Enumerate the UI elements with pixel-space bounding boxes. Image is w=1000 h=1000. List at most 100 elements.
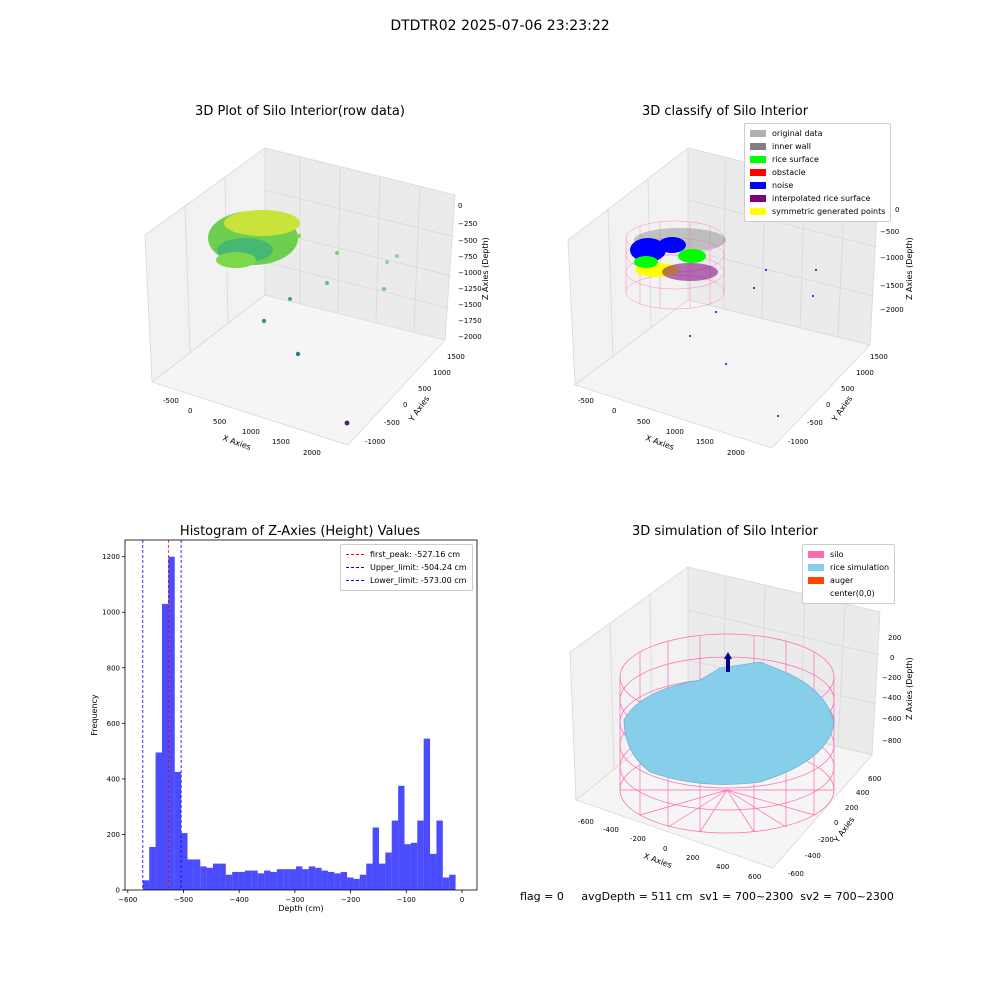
raw-x-tick: 1000 (242, 428, 260, 436)
simulation-y-ticks: -600 -400 -200 0 200 400 600 (788, 775, 881, 878)
histogram-bar (372, 827, 379, 890)
classify-y-tick: 500 (841, 385, 854, 393)
legend-label: Upper_limit: -504.24 cm (370, 563, 467, 572)
simulation-y-tick: -400 (805, 852, 821, 860)
histogram-bar (270, 871, 277, 890)
histogram-bar (155, 752, 162, 890)
histogram-bar (225, 874, 233, 890)
legend-label: original data (772, 129, 823, 138)
histogram-bar (449, 874, 456, 890)
classify-x-tick: 0 (612, 407, 616, 415)
histogram-bar (264, 870, 271, 890)
raw-z-tick: −1500 (458, 301, 482, 309)
raw-x-tick: 1500 (272, 438, 290, 446)
histogram-bar (149, 846, 156, 890)
classify-z-tick: −1000 (880, 254, 904, 262)
histogram-bar (353, 878, 360, 890)
legend-entry: original data (750, 127, 885, 140)
histogram-bar (385, 852, 392, 890)
x-tick-label: −500 (174, 896, 193, 904)
raw-z-tick: −2000 (458, 333, 482, 341)
histogram-bar (308, 866, 316, 890)
simulation-y-tick: -600 (788, 870, 804, 878)
simulation-x-tick: 200 (686, 854, 699, 862)
histogram-bar (289, 869, 297, 890)
classify-x-tick: 2000 (727, 449, 745, 457)
x-tick-label: −100 (397, 896, 416, 904)
legend-label: noise (772, 181, 794, 190)
simulation-x-tick: -600 (578, 818, 594, 826)
legend-label: symmetric generated points (772, 207, 886, 216)
y-tick-label: 0 (116, 887, 120, 895)
simulation-z-tick: −800 (882, 737, 901, 745)
histogram-bar (213, 863, 220, 890)
legend-label: first_peak: -527.16 cm (370, 550, 461, 559)
raw-panel-title: 3D Plot of Silo Interior(row data) (195, 104, 405, 119)
raw-z-tick: −250 (458, 220, 477, 228)
histogram-x-label: Depth (cm) (278, 904, 323, 913)
classify-z-label: Z Axies (Depth) (905, 237, 914, 300)
classify-z-ticks: 0 −500 −1000 −1500 −2000 (880, 206, 904, 314)
classify-y-tick: -1000 (788, 438, 808, 446)
classify-x-tick: 1500 (696, 438, 714, 446)
legend-swatch (750, 143, 766, 150)
histogram-bar (442, 877, 450, 890)
legend-label: obstacle (772, 168, 806, 177)
legend-swatch (750, 130, 766, 137)
classify-z-tick: −2000 (880, 306, 904, 314)
histogram-bar (161, 603, 169, 890)
histogram-y-ticks: 0 200 400 600 800 1000 1200 (102, 553, 125, 895)
simulation-z-label: Z Axies (Depth) (905, 657, 914, 720)
simulation-x-tick: -200 (630, 835, 646, 843)
legend-swatch (750, 195, 766, 202)
legend-swatch (750, 169, 766, 176)
histogram-bar (359, 874, 367, 890)
classify-x-tick: 500 (637, 418, 650, 426)
classify-x-tick: -500 (578, 397, 594, 405)
histogram-bar (302, 869, 309, 890)
legend-label: interpolated rice surface (772, 194, 871, 203)
histogram-bar (200, 866, 207, 890)
histogram-bar (206, 867, 214, 890)
simulation-z-tick: 200 (888, 634, 901, 642)
legend-swatch (808, 551, 824, 558)
raw-y-tick: -500 (384, 419, 400, 427)
histogram-bar (174, 771, 182, 890)
legend-swatch (750, 208, 766, 215)
legend-swatch (808, 590, 824, 597)
histogram-bar (378, 863, 386, 890)
raw-y-tick: -1000 (365, 438, 385, 446)
histogram-bar (410, 842, 418, 890)
histogram-bar (283, 869, 290, 890)
raw-z-tick: −1000 (458, 269, 482, 277)
simulation-x-label: X Axies (642, 851, 673, 870)
histogram-bar (251, 870, 258, 890)
histogram-bar (321, 870, 328, 890)
histogram-bar (423, 738, 431, 890)
histogram-bar (232, 871, 239, 890)
histogram-x-ticks: −600 −500 −400 −300 −200 −100 0 (118, 890, 464, 904)
simulation-y-tick: 400 (856, 789, 869, 797)
legend-label: rice surface (772, 155, 819, 164)
simulation-y-tick: 0 (834, 819, 838, 827)
simulation-x-ticks: -600 -400 -200 0 200 400 600 (578, 818, 761, 881)
legend-entry: interpolated rice surface (750, 192, 885, 205)
raw-y-tick: 1500 (447, 353, 465, 361)
legend-swatch (346, 567, 364, 568)
raw-x-tick: 500 (213, 418, 226, 426)
histogram-bar (366, 863, 373, 890)
histogram-bars (142, 556, 456, 890)
histogram-bar (219, 863, 226, 890)
y-tick-label: 1000 (102, 609, 120, 617)
classify-points (630, 228, 817, 417)
legend-entry: rice surface (750, 153, 885, 166)
simulation-x-tick: 600 (748, 873, 761, 881)
y-tick-label: 800 (107, 664, 120, 672)
simulation-panel-title: 3D simulation of Silo Interior (632, 524, 818, 539)
classify-z-tick: −500 (880, 228, 899, 236)
classify-z-tick: 0 (895, 206, 899, 214)
histogram-bar (257, 873, 265, 890)
classify-y-tick: -500 (807, 419, 823, 427)
y-tick-label: 200 (107, 831, 120, 839)
